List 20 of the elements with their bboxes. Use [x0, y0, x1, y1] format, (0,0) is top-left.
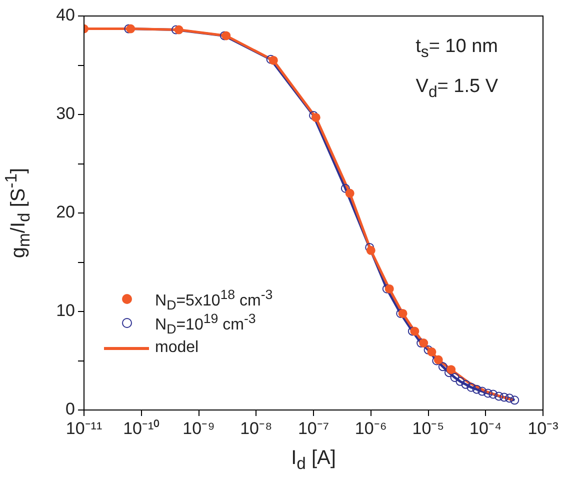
x-tick-label: 10⁻¹⁰ [123, 418, 160, 438]
x-tick-label: 10⁻⁶ [354, 418, 387, 438]
y-tick-label: 20 [56, 202, 75, 222]
y-tick-label: 40 [56, 6, 75, 25]
x-tick-label: 10⁻⁴ [470, 418, 502, 438]
y-tick-label: 30 [56, 104, 75, 124]
legend-label: model [155, 339, 199, 357]
x-tick-label: 10⁻⁷ [298, 418, 330, 438]
x-axis-title: I$_{d}$ [A] [290, 447, 337, 474]
x-tick-label: 10⁻¹¹ [66, 418, 102, 438]
annotation: t$_{s}$= 10 nm [416, 36, 498, 62]
x-tick-label: 10⁻⁸ [240, 418, 272, 438]
y-tick-label: 0 [66, 400, 75, 419]
x-tick-label: 10⁻⁵ [412, 418, 444, 438]
x-tick-label: 10⁻³ [528, 418, 559, 438]
y-tick-label: 10 [56, 301, 75, 320]
x-tick-label: 10⁻⁹ [182, 418, 215, 438]
annotation: V$_{d}$= 1.5 V [416, 76, 498, 102]
legend-label: N$_{D}$=5x10$^{18}$ cm$^{-3}$ [155, 287, 273, 313]
legend-label: N$_{D}$=10$^{19}$ cm$^{-3}$ [155, 311, 256, 337]
